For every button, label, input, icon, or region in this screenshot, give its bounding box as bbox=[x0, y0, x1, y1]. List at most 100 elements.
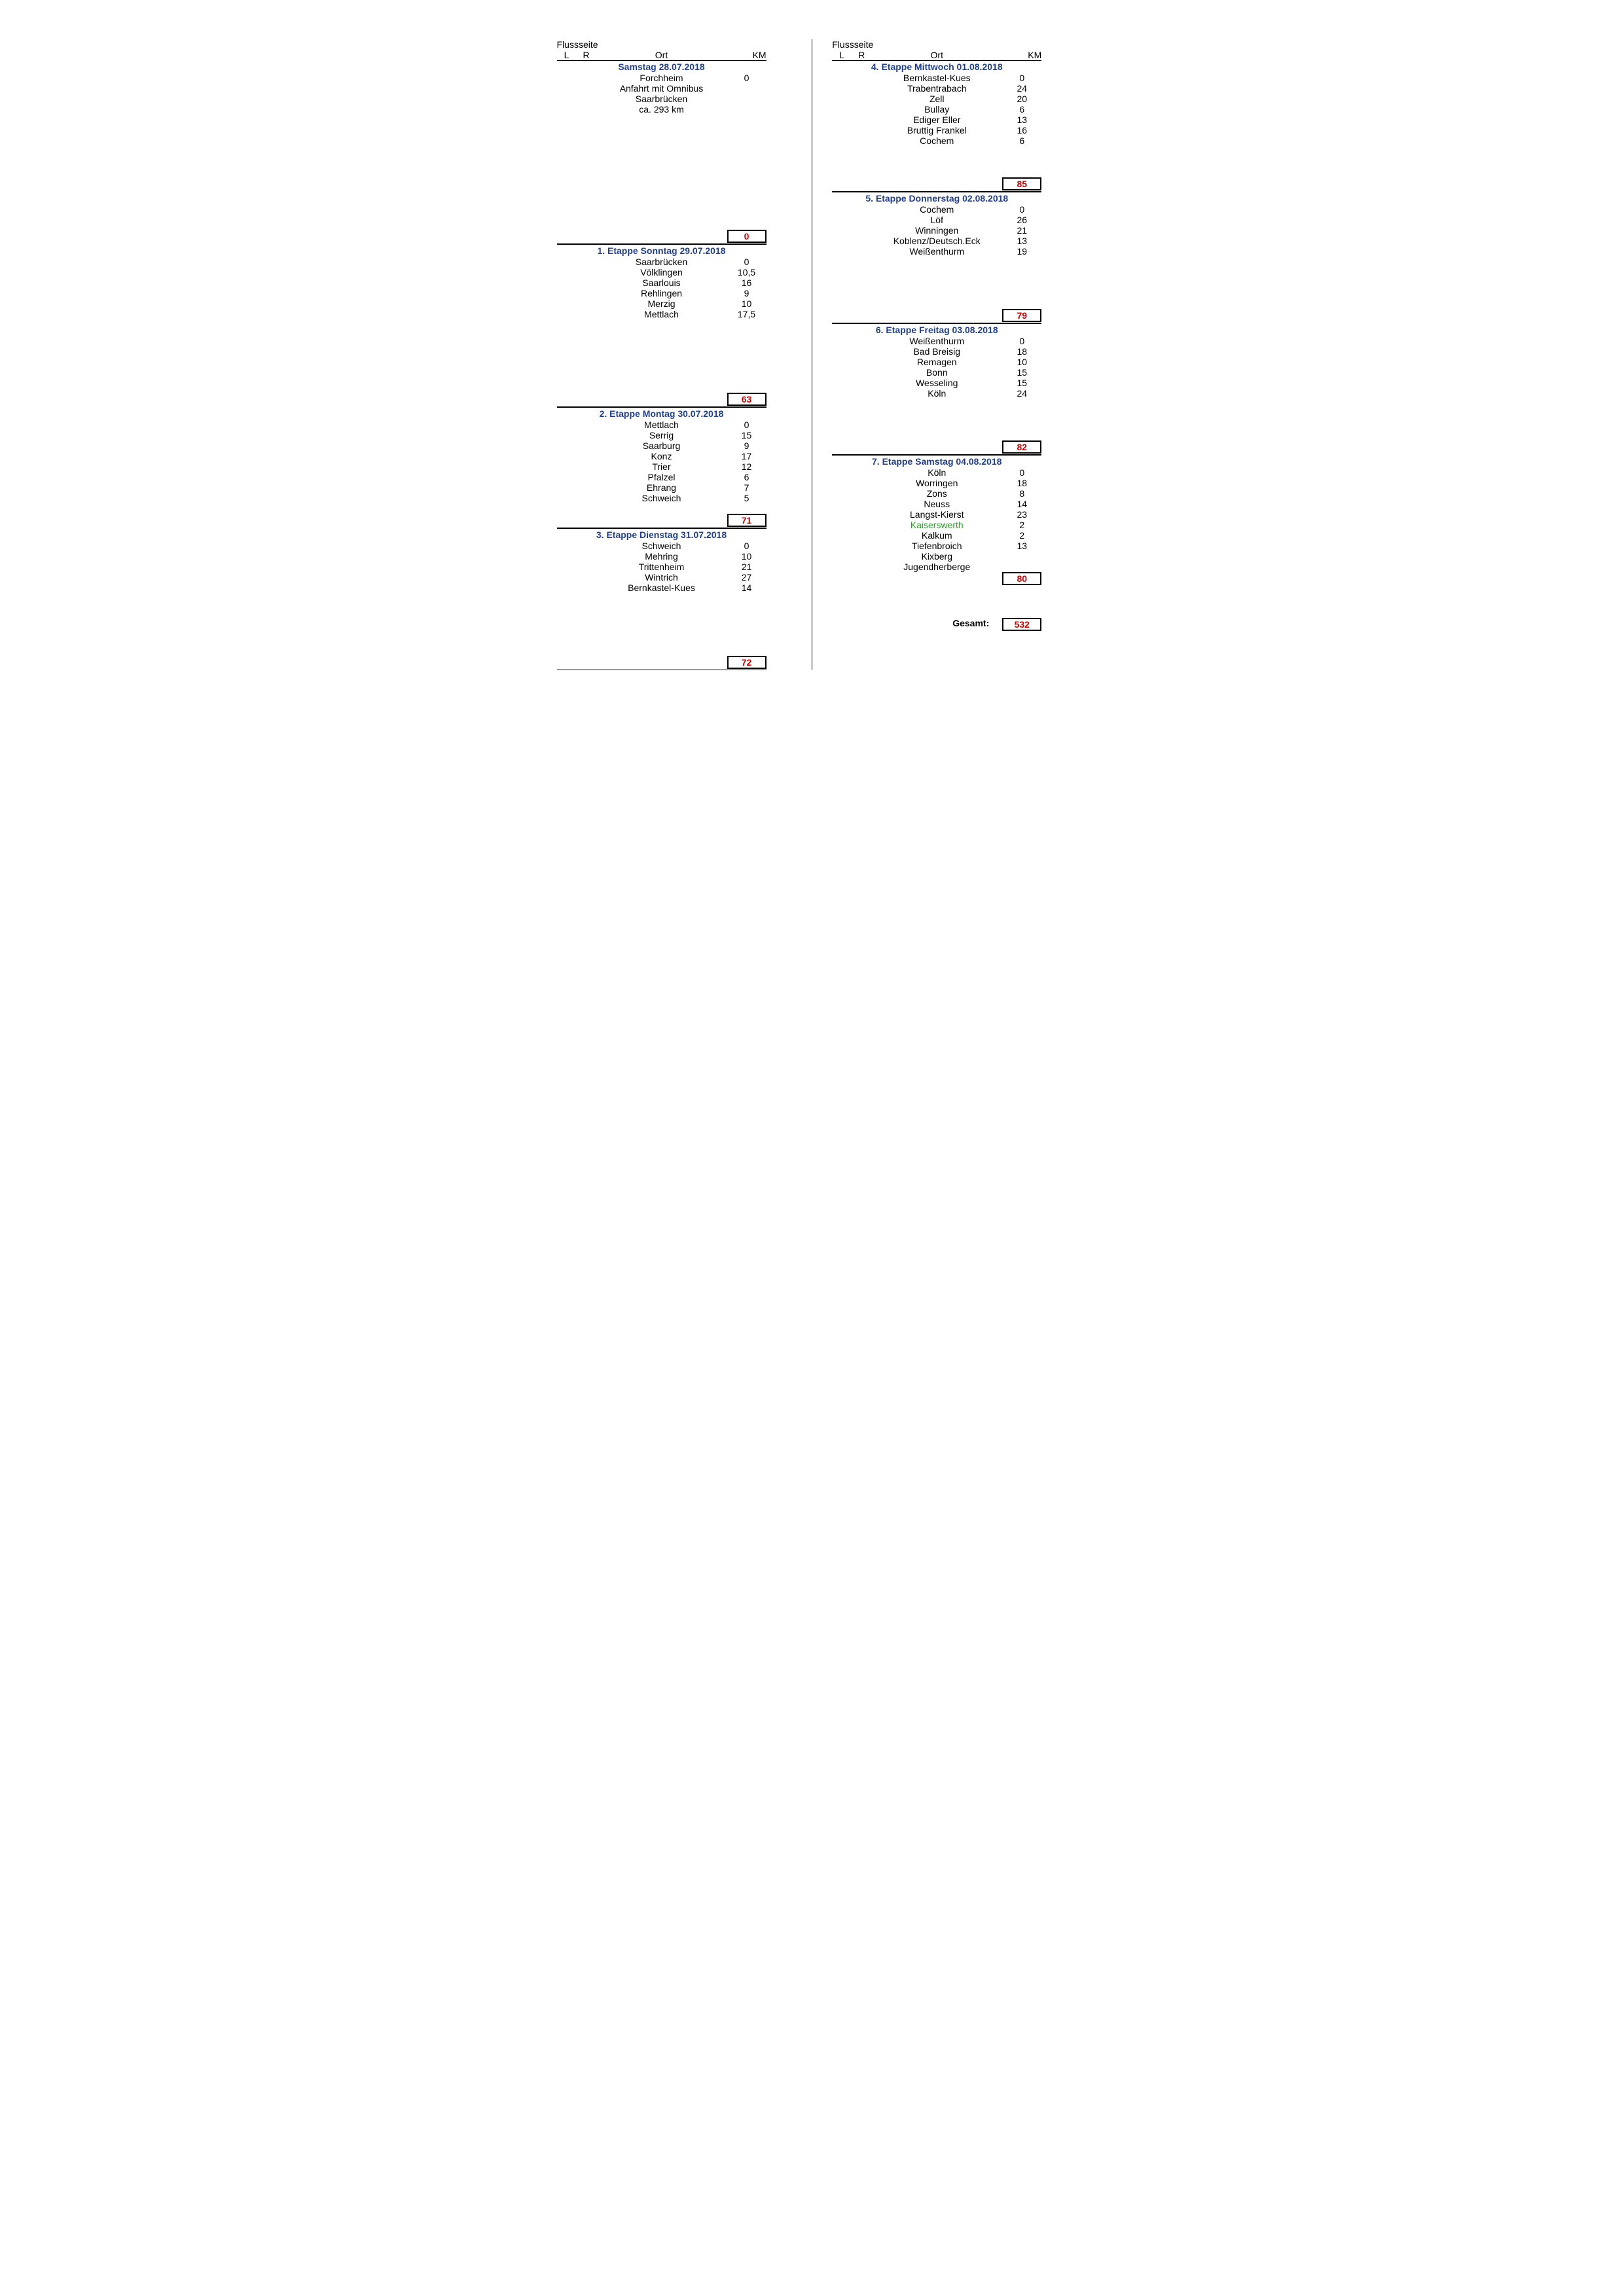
row-km: 18 bbox=[1002, 346, 1041, 357]
header-km: KM bbox=[727, 50, 767, 61]
row-ort: Winningen bbox=[871, 225, 1002, 236]
row-km: 16 bbox=[1002, 125, 1041, 135]
row-ort: Bad Breisig bbox=[871, 346, 1002, 357]
row-km: 8 bbox=[1002, 488, 1041, 499]
row-km: 21 bbox=[1002, 225, 1041, 236]
row-km: 0 bbox=[727, 257, 767, 267]
row-ort: Saarbrücken bbox=[596, 257, 727, 267]
row-km: 17 bbox=[727, 451, 767, 461]
row-km: 9 bbox=[727, 288, 767, 298]
row-ort: Jugendherberge bbox=[871, 562, 1002, 572]
row-km: 2 bbox=[1002, 530, 1041, 541]
left-column: FlussseiteLROrtKMSamstag 28.07.2018Forch… bbox=[557, 39, 792, 670]
row-ort: Saarlouis bbox=[596, 278, 727, 288]
row-ort: Trier bbox=[596, 461, 727, 472]
section-title: Samstag 28.07.2018 bbox=[557, 61, 767, 73]
row-km: 0 bbox=[1002, 204, 1041, 215]
row-km: 15 bbox=[1002, 367, 1041, 378]
section-title: 7. Etappe Samstag 04.08.2018 bbox=[832, 455, 1041, 467]
row-km: 24 bbox=[1002, 388, 1041, 399]
row-ort: Bernkastel-Kues bbox=[871, 73, 1002, 83]
row-ort: Konz bbox=[596, 451, 727, 461]
row-ort: Mettlach bbox=[596, 420, 727, 430]
row-km: 16 bbox=[727, 278, 767, 288]
row-km: 0 bbox=[727, 420, 767, 430]
row-km bbox=[727, 83, 767, 94]
row-km: 5 bbox=[727, 493, 767, 503]
section-total: 80 bbox=[1002, 572, 1041, 585]
row-ort: Trittenheim bbox=[596, 562, 727, 572]
row-km: 10 bbox=[1002, 357, 1041, 367]
row-ort: Zell bbox=[871, 94, 1002, 104]
row-km: 26 bbox=[1002, 215, 1041, 225]
row-ort: Trabentrabach bbox=[871, 83, 1002, 94]
header-L: L bbox=[557, 50, 577, 61]
row-ort: Neuss bbox=[871, 499, 1002, 509]
row-ort: Saarbrücken bbox=[596, 94, 727, 104]
row-km bbox=[727, 94, 767, 104]
row-km: 6 bbox=[727, 472, 767, 482]
row-km: 0 bbox=[1002, 336, 1041, 346]
row-ort: Saarburg bbox=[596, 440, 727, 451]
row-km: 13 bbox=[1002, 115, 1041, 125]
row-ort: Cochem bbox=[871, 204, 1002, 215]
section-total: 71 bbox=[727, 514, 767, 527]
row-ort: Wintrich bbox=[596, 572, 727, 583]
row-ort: Bonn bbox=[871, 367, 1002, 378]
row-ort: Ehrang bbox=[596, 482, 727, 493]
row-km bbox=[1002, 562, 1041, 572]
row-ort: Köln bbox=[871, 467, 1002, 478]
row-km: 12 bbox=[727, 461, 767, 472]
header-ort: Ort bbox=[596, 50, 727, 61]
row-km: 10 bbox=[727, 551, 767, 562]
section-title: 6. Etappe Freitag 03.08.2018 bbox=[832, 323, 1041, 336]
right-column: FlussseiteLROrtKM4. Etappe Mittwoch 01.0… bbox=[832, 39, 1067, 670]
section-total: 85 bbox=[1002, 177, 1041, 190]
row-km: 10 bbox=[727, 298, 767, 309]
row-km: 0 bbox=[1002, 73, 1041, 83]
row-ort: Ediger Eller bbox=[871, 115, 1002, 125]
row-ort: Forchheim bbox=[596, 73, 727, 83]
row-km: 14 bbox=[727, 583, 767, 593]
row-ort: Köln bbox=[871, 388, 1002, 399]
section-total: 63 bbox=[727, 393, 767, 406]
page-container: FlussseiteL R OrtKMSamstag 28.07.2018Forch… bbox=[557, 39, 1068, 670]
row-km: 20 bbox=[1002, 94, 1041, 104]
row-ort: Bernkastel-Kues bbox=[596, 583, 727, 593]
row-ort: Bullay bbox=[871, 104, 1002, 115]
row-ort: Völklingen bbox=[596, 267, 727, 278]
section-title: 2. Etappe Montag 30.07.2018 bbox=[557, 407, 767, 420]
header-R: R bbox=[852, 50, 871, 61]
row-ort: Mettlach bbox=[596, 309, 727, 319]
row-ort: Zons bbox=[871, 488, 1002, 499]
row-km: 21 bbox=[727, 562, 767, 572]
header-flussseite: Flussseite bbox=[557, 39, 596, 50]
row-km: 0 bbox=[1002, 467, 1041, 478]
row-km bbox=[727, 104, 767, 115]
row-km: 17,5 bbox=[727, 309, 767, 319]
row-ort: Schweich bbox=[596, 541, 727, 551]
row-km: 2 bbox=[1002, 520, 1041, 530]
row-ort: Kixberg bbox=[871, 551, 1002, 562]
row-ort: Serrig bbox=[596, 430, 727, 440]
row-km: 19 bbox=[1002, 246, 1041, 257]
section-total: 82 bbox=[1002, 440, 1041, 454]
row-ort: Kalkum bbox=[871, 530, 1002, 541]
row-km: 27 bbox=[727, 572, 767, 583]
column-divider bbox=[812, 39, 813, 670]
row-ort: Merzig bbox=[596, 298, 727, 309]
row-km: 6 bbox=[1002, 104, 1041, 115]
row-ort: Tiefenbroich bbox=[871, 541, 1002, 551]
row-km: 18 bbox=[1002, 478, 1041, 488]
row-ort: Anfahrt mit Omnibus bbox=[596, 83, 727, 94]
row-ort: Weißenthurm bbox=[871, 246, 1002, 257]
row-ort: Wesseling bbox=[871, 378, 1002, 388]
row-ort: Remagen bbox=[871, 357, 1002, 367]
gesamt-label: Gesamt: bbox=[871, 618, 1002, 631]
row-ort: Schweich bbox=[596, 493, 727, 503]
section-total: 79 bbox=[1002, 309, 1041, 322]
row-ort: Langst-Kierst bbox=[871, 509, 1002, 520]
row-ort: Worringen bbox=[871, 478, 1002, 488]
gesamt-value: 532 bbox=[1002, 618, 1041, 631]
row-ort: Bruttig Frankel bbox=[871, 125, 1002, 135]
